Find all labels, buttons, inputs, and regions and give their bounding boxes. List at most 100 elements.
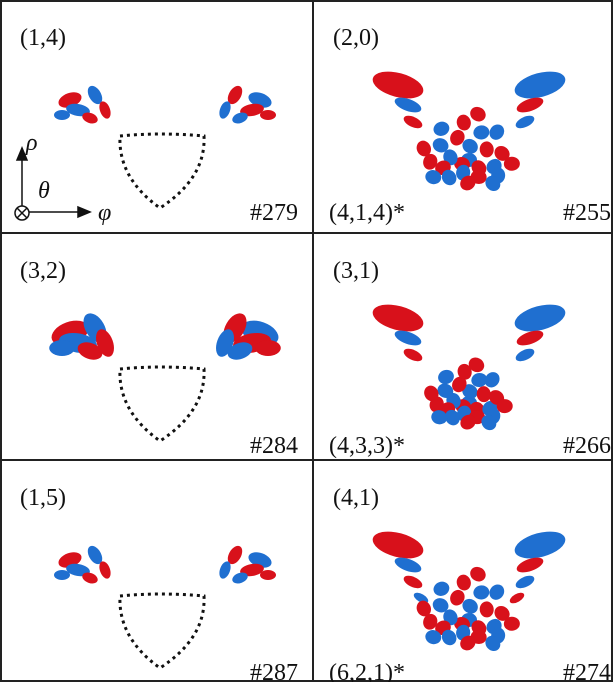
orbital-lobe — [494, 145, 510, 161]
orbital-lobe — [82, 112, 98, 124]
orbital-lobe — [473, 125, 490, 140]
orbital-lobe — [99, 561, 111, 579]
orbital-lobe — [403, 348, 423, 362]
axis-label: θ — [38, 178, 50, 204]
orbital-lobe — [509, 592, 525, 604]
orbital-lobe — [441, 169, 457, 186]
panel-number: #266 — [563, 433, 611, 459]
orbital-lobe — [460, 414, 476, 430]
orbital-lobe — [260, 110, 276, 120]
panel: (1,5) #287 — [20, 485, 298, 682]
orbital-lobe — [255, 340, 281, 356]
orbital-lobe — [66, 563, 90, 577]
orbital-lobe — [416, 140, 432, 157]
orbital-lobe — [99, 101, 111, 119]
orbital-lobe — [54, 110, 70, 120]
dotted-outline — [118, 132, 206, 210]
orbital-lobe — [403, 575, 423, 589]
orbital-lobe — [515, 348, 535, 362]
orbital-lobe — [452, 376, 467, 393]
orbital-lobe — [232, 572, 248, 584]
orbital-lobe — [232, 112, 248, 124]
panel-label: (1,4) — [20, 25, 66, 51]
orbital-lobe — [470, 106, 486, 122]
dotted-outline — [118, 365, 206, 443]
orbital-lobe — [425, 630, 442, 645]
orbital-lobe — [394, 557, 422, 573]
orbital-lobe — [437, 383, 454, 398]
orbital-lobe — [394, 330, 422, 346]
panel-number: #274 — [563, 660, 611, 682]
orbital-lobe — [473, 585, 490, 600]
orbital-lobe — [416, 600, 432, 617]
orbital-lobe — [433, 121, 450, 136]
orbital-lobe — [516, 97, 544, 113]
orbital-lobe — [423, 613, 438, 630]
orbital-lobe — [49, 340, 75, 356]
orbital-lobe — [489, 124, 505, 140]
panel-number: #279 — [250, 200, 298, 226]
axis-label: φ — [98, 200, 111, 226]
orbital-lobe — [425, 170, 442, 185]
panel-number: #287 — [250, 660, 298, 682]
panel: (2,0) #255 (4,1,4)* — [329, 25, 611, 226]
orbital-lobe — [394, 97, 422, 113]
panel-number: #284 — [250, 433, 298, 459]
orbital-lobe — [438, 369, 454, 385]
orbital-lobe — [423, 153, 438, 170]
orbital-lobe — [514, 304, 566, 332]
orbital-lobe — [462, 138, 478, 154]
panel: (3,1) #266 (4,3,3)* — [329, 258, 611, 459]
orbital-lobe — [431, 410, 448, 425]
orbital-lobe — [219, 101, 231, 119]
orbital-lobe — [240, 103, 264, 117]
orbital-lobe — [227, 545, 243, 565]
orbital-lobe — [441, 629, 457, 646]
axis-label: ρ — [25, 130, 38, 156]
panel-sublabel: (4,1,4)* — [329, 200, 405, 226]
orbital-lobe — [424, 385, 439, 402]
orbital-lobe — [470, 566, 486, 582]
panel-label: (3,2) — [20, 258, 66, 284]
orbital-lobe — [462, 598, 478, 614]
orbital-lobe — [515, 575, 535, 589]
orbital-lobe — [514, 71, 566, 99]
orbital-lobe — [494, 605, 510, 621]
orbital-lobe — [457, 363, 472, 380]
orbital-lobe — [516, 330, 544, 346]
orbital-lobe — [403, 115, 423, 129]
panel: (1,4) #279 — [20, 25, 298, 226]
dotted-outline — [118, 592, 206, 670]
orbital-lobe — [468, 357, 485, 373]
panel-label: (3,1) — [333, 258, 379, 284]
panel: (3,2) #284 — [20, 258, 298, 459]
orbital-lobe — [450, 589, 465, 606]
orbital-lobe — [479, 141, 494, 158]
orbital-lobe — [66, 103, 90, 117]
orbital-lobe — [462, 384, 478, 399]
orbital-lobe — [515, 115, 535, 129]
orbital-lobe — [484, 372, 500, 388]
orbital-lobe — [87, 85, 103, 105]
panel-label: (1,5) — [20, 485, 66, 511]
orbital-lobe — [489, 584, 505, 600]
orbital-lobe — [227, 342, 253, 360]
orbital-lobe — [372, 531, 424, 559]
orbital-lobe — [450, 129, 465, 146]
orbital-lobe — [77, 342, 103, 360]
panel-sublabel: (6,2,1)* — [329, 660, 405, 682]
panel: (4,1) #274 (6,2,1)* — [329, 485, 611, 682]
orbital-lobe — [227, 85, 243, 105]
orbital-lobe — [219, 561, 231, 579]
orbital-lobe — [460, 175, 476, 191]
orbital-lobe — [479, 601, 494, 618]
orbital-lobe — [445, 409, 460, 426]
orbital-lobe — [372, 304, 424, 332]
orbital-lobe — [82, 572, 98, 584]
axes-legend — [14, 146, 92, 221]
orbital-lobe — [433, 581, 450, 596]
orbital-lobe — [460, 635, 476, 651]
orbital-lobe — [516, 557, 544, 573]
